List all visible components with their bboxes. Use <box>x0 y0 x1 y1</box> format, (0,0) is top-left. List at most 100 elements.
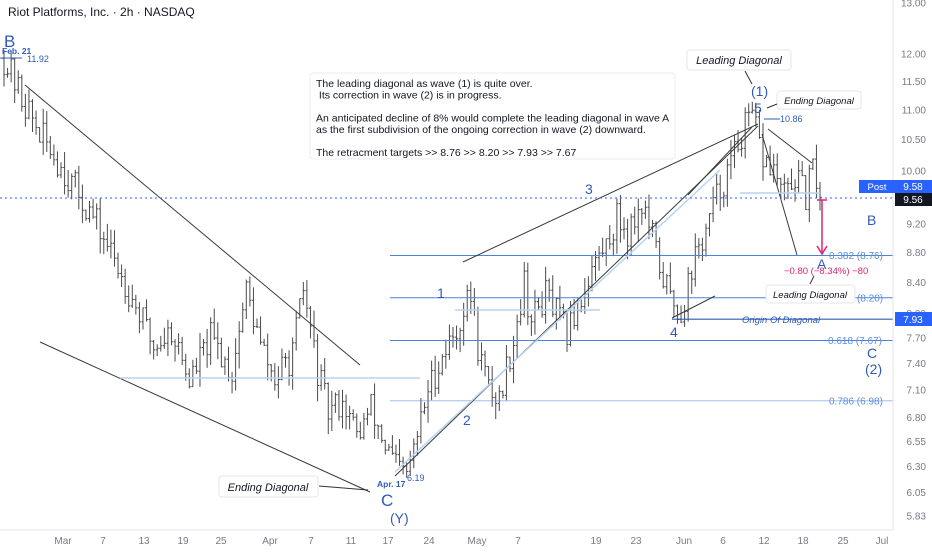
callout-leading-bottom: Leading Diagonal <box>765 275 856 304</box>
trend-line-faint <box>394 169 721 473</box>
y-tick-label: 11.50 <box>902 77 927 88</box>
origin-price-box <box>895 312 932 326</box>
y-tick-label: 6.80 <box>907 413 927 424</box>
chart-title: Riot Platforms, Inc. · 2h · NASDAQ <box>8 5 195 19</box>
note-line: Its correction in wave (2) is in progres… <box>316 90 502 102</box>
y-tick-label: 8.40 <box>907 278 927 289</box>
wave-label-3: 3 <box>585 181 593 197</box>
y-tick-label: 7.40 <box>907 359 927 370</box>
drawing-lines <box>24 84 813 493</box>
note-text: The leading diagonal as wave (1) is quit… <box>316 78 669 159</box>
wave-label-c-low: C <box>381 491 393 510</box>
x-tick-label: Mar <box>54 536 72 547</box>
fib-level-label: 0.786 (6.98) <box>829 396 883 407</box>
price-tag-last: 9.56 <box>895 193 932 206</box>
ending-diagonal-lower-line <box>39 341 371 493</box>
x-tick-label: 18 <box>797 536 809 547</box>
date-label-apr17: Apr. 17 <box>377 479 406 489</box>
post-label: Post <box>867 182 886 193</box>
post-price: 9.58 <box>903 182 923 193</box>
callout-leading-bottom-box <box>765 284 856 304</box>
wave-label-b-top: B <box>4 32 15 51</box>
wave-label-c-right: C <box>867 345 877 361</box>
ending-diagonal-small-line <box>687 126 753 196</box>
x-tick-label: 7 <box>308 536 314 547</box>
post-label-box <box>859 180 895 193</box>
y-tick-label: 9.20 <box>907 220 927 231</box>
wave-label-5: 5 <box>754 100 762 116</box>
leading-diagonal-upper-line <box>462 123 759 263</box>
note-line: An anticipated decline of 8% would compl… <box>316 113 669 125</box>
x-tick-label: 24 <box>423 536 435 547</box>
x-tick-label: 13 <box>138 536 150 547</box>
y-tick-label: 5.83 <box>907 512 927 523</box>
x-tick-label: 19 <box>177 536 189 547</box>
y-tick-label: 10.00 <box>901 166 926 177</box>
wave-label-2: 2 <box>463 412 471 428</box>
note-line: as the first subdivision of the ongoing … <box>316 124 646 136</box>
x-axis: Mar 7 13 19 25 Apr 7 11 17 24 May 7 19 23 Jun 6 12 18 25 Ju… <box>0 529 893 547</box>
last-price-box <box>895 193 932 206</box>
last-price: 9.56 <box>903 195 923 206</box>
callout-leading-bottom-arrow <box>809 275 815 285</box>
fib-level-label: (8.20) <box>857 293 883 304</box>
callout-ending-left: Ending Diagonal <box>218 475 369 498</box>
wave-label-1: 1 <box>437 285 445 301</box>
y-tick-label: 11.00 <box>902 105 927 116</box>
callout-ending-right-text: Ending Diagonal <box>784 96 855 107</box>
x-tick-label: 11 <box>346 536 357 547</box>
origin-label: Origin Of Diagonal <box>742 315 821 326</box>
x-tick-label: 6 <box>720 536 726 547</box>
drawdown-arrow <box>816 245 828 256</box>
note-box-frame <box>309 72 676 160</box>
candles <box>2 50 822 478</box>
low-label-619: 6.19 <box>407 473 425 483</box>
post-price-box <box>895 180 932 193</box>
x-tick-label: 7 <box>515 536 521 547</box>
callout-ending-right: Ending Diagonal <box>766 90 862 110</box>
high-label-1192: 11.92 <box>27 54 49 64</box>
y-tick-label: 13.00 <box>901 0 926 10</box>
wave-label-1-paren: (1) <box>751 83 768 99</box>
callout-leading-top-arrow <box>744 70 753 85</box>
x-tick-label: 23 <box>630 536 642 547</box>
callout-leading-top-box <box>686 49 792 71</box>
callout-ending-right-box <box>776 90 862 110</box>
wave-label-a: A <box>817 256 827 272</box>
x-tick-label: 7 <box>100 536 106 547</box>
note-line: The leading diagonal as wave (1) is quit… <box>316 78 533 90</box>
ending-diagonal-upper-line <box>24 84 361 366</box>
fib-level-label: 0.382 (8.76) <box>829 251 883 262</box>
y-tick-label: 7.70 <box>907 334 927 345</box>
faint-lines <box>120 169 820 473</box>
callout-ending-left-box <box>218 475 319 498</box>
x-tick-label: Apr <box>262 536 278 547</box>
origin-price: 7.93 <box>903 315 923 326</box>
y-tick-label: 12.00 <box>901 50 926 61</box>
wave-label-b-right: B <box>867 212 876 228</box>
callout-leading-bottom-text: Leading Diagonal <box>773 290 848 301</box>
y-tick-label: 7.10 <box>907 385 927 396</box>
note-line: The retracment targets >> 8.76 >> 8.20 >… <box>316 147 577 159</box>
leading-diagonal-lower-line <box>671 295 716 319</box>
x-tick-label: Jun <box>676 536 692 547</box>
y-tick-label: 6.55 <box>907 437 927 448</box>
x-tick-label: 12 <box>758 536 770 547</box>
price-tag-post: Post 9.58 <box>859 180 932 193</box>
wave-a-channel-line <box>761 133 798 256</box>
drawdown-label: −0.80 (−8.34%) −80 <box>784 266 868 277</box>
drawdown-measure: −0.80 (−8.34%) −80 <box>784 199 868 277</box>
y-tick-label: 6.05 <box>907 488 927 499</box>
date-label-feb21: Feb. 21 <box>2 46 32 56</box>
wave-label-y-low: (Y) <box>390 510 409 526</box>
x-tick-label: May <box>468 536 487 547</box>
callout-leading-top-text: Leading Diagonal <box>696 55 782 67</box>
wave-label-4: 4 <box>670 324 678 340</box>
x-tick-label: Jul <box>876 536 889 547</box>
x-tick-label: 25 <box>215 536 227 547</box>
callout-leading-top: Leading Diagonal <box>686 49 792 85</box>
price-tag-origin: 7.93 <box>895 312 932 326</box>
high-label-1086: 10.86 <box>780 114 803 124</box>
